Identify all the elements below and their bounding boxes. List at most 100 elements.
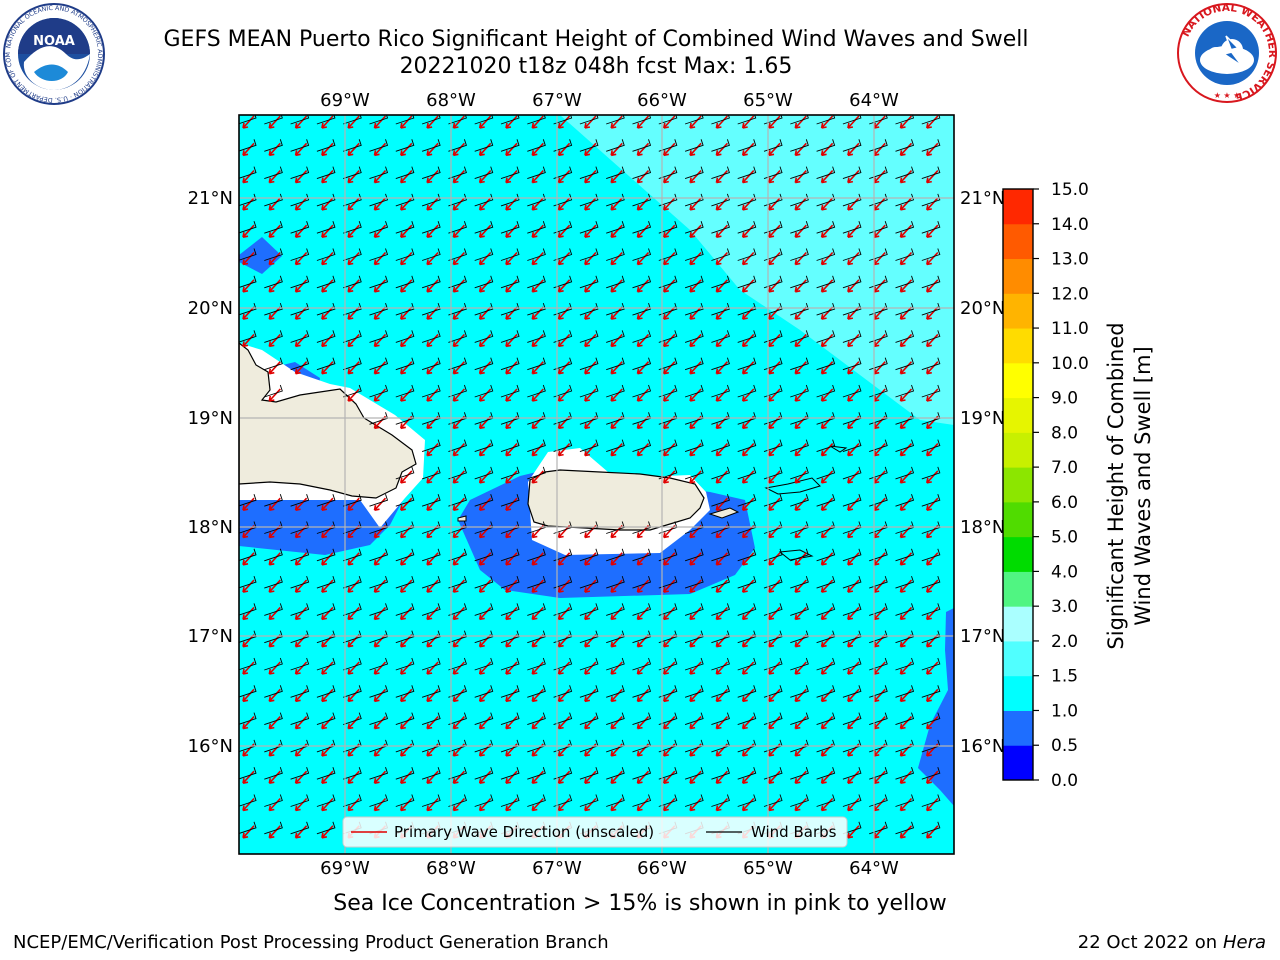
wind-barb bbox=[527, 439, 546, 453]
wave-direction-arrow bbox=[820, 770, 834, 784]
wind-barb bbox=[684, 603, 704, 616]
wave-direction-arrow bbox=[610, 251, 623, 266]
wave-direction-arrow bbox=[452, 661, 465, 675]
wind-barb bbox=[395, 302, 415, 316]
wind-barb bbox=[527, 248, 546, 261]
wind-barb bbox=[684, 248, 704, 261]
wave-direction-arrow bbox=[321, 716, 334, 730]
wave-direction-arrow bbox=[794, 170, 807, 184]
wave-direction-arrow bbox=[636, 279, 650, 293]
wave-direction-arrow bbox=[847, 797, 860, 812]
wave-direction-arrow bbox=[531, 279, 544, 293]
wave-direction-arrow bbox=[741, 470, 755, 484]
wave-direction-arrow bbox=[768, 470, 781, 484]
wind-barb bbox=[632, 302, 652, 316]
wind-barb bbox=[895, 221, 915, 234]
wind-barb bbox=[264, 603, 283, 616]
wave-direction-arrow bbox=[820, 224, 834, 238]
wave-direction-arrow bbox=[768, 279, 781, 293]
wind-barb bbox=[842, 630, 862, 644]
wind-barb bbox=[395, 575, 415, 589]
wind-barb bbox=[711, 548, 730, 562]
wind-barb bbox=[421, 248, 441, 261]
wind-barb bbox=[632, 115, 652, 125]
wave-direction-arrow bbox=[636, 142, 650, 157]
wave-direction-arrow bbox=[689, 279, 702, 293]
wave-direction-arrow bbox=[715, 688, 728, 703]
wave-direction-arrow bbox=[452, 716, 465, 730]
wind-barb bbox=[606, 712, 625, 726]
wind-barb bbox=[264, 115, 283, 125]
wind-barb bbox=[369, 603, 389, 616]
wave-direction-arrow bbox=[899, 634, 913, 648]
wave-direction-arrow bbox=[294, 251, 308, 266]
wind-barb bbox=[421, 275, 441, 289]
wind-barb bbox=[816, 115, 836, 125]
wind-barb bbox=[684, 712, 704, 726]
wave-direction-arrow bbox=[321, 224, 334, 238]
wind-barb bbox=[658, 330, 678, 343]
wave-direction-arrow bbox=[478, 251, 492, 266]
wave-direction-arrow bbox=[557, 306, 571, 320]
wind-barb bbox=[527, 115, 546, 125]
wind-barb bbox=[737, 166, 757, 180]
wave-direction-arrow bbox=[584, 797, 597, 812]
lat-label-left: 19°N bbox=[188, 408, 233, 429]
wind-barb bbox=[895, 166, 915, 180]
wave-direction-arrow bbox=[768, 579, 781, 593]
wave-direction-arrow bbox=[478, 688, 492, 703]
wind-barb bbox=[290, 115, 310, 125]
wave-direction-arrow bbox=[294, 716, 308, 730]
wind-barb bbox=[343, 330, 362, 343]
wind-barb bbox=[763, 657, 783, 671]
wind-barb bbox=[239, 166, 257, 179]
wind-barb bbox=[290, 685, 310, 698]
wave-direction-arrow bbox=[610, 333, 623, 348]
wave-direction-arrow bbox=[505, 361, 518, 375]
wave-direction-arrow bbox=[294, 170, 308, 184]
wind-barb bbox=[606, 115, 625, 125]
wave-direction-arrow bbox=[242, 688, 255, 703]
wave-direction-arrow bbox=[347, 224, 360, 238]
wave-direction-arrow bbox=[610, 661, 623, 675]
wave-direction-arrow bbox=[452, 797, 465, 812]
wave-direction-arrow bbox=[452, 443, 465, 457]
wave-direction-arrow bbox=[268, 716, 281, 730]
wind-barb bbox=[737, 221, 757, 234]
wind-barb bbox=[632, 767, 652, 780]
wind-barb bbox=[553, 630, 573, 644]
wind-barb bbox=[395, 494, 415, 507]
wave-direction-arrow bbox=[741, 579, 755, 593]
wave-direction-arrow bbox=[899, 497, 913, 511]
wave-direction-arrow bbox=[347, 634, 360, 648]
wind-barb bbox=[816, 384, 836, 398]
wave-direction-arrow bbox=[584, 388, 597, 402]
wave-direction-arrow bbox=[820, 634, 834, 648]
wind-barb bbox=[579, 630, 599, 644]
wind-barb bbox=[737, 302, 757, 316]
wind-barb bbox=[763, 466, 783, 480]
colorbar-segment bbox=[1003, 189, 1033, 225]
wave-direction-arrow bbox=[820, 470, 834, 484]
wind-barb bbox=[500, 466, 520, 480]
wind-barb bbox=[316, 166, 336, 180]
footer-date-text: 22 Oct 2022 on bbox=[1077, 932, 1223, 953]
wave-direction-arrow bbox=[505, 197, 518, 211]
wind-barb bbox=[316, 603, 336, 616]
wind-barb bbox=[711, 466, 730, 480]
wave-direction-arrow bbox=[557, 443, 571, 457]
wave-direction-arrow bbox=[584, 443, 597, 457]
wave-direction-arrow bbox=[636, 634, 650, 648]
wind-barb bbox=[343, 712, 362, 726]
wind-barb bbox=[316, 575, 336, 589]
wind-barb bbox=[842, 248, 862, 261]
colorbar-tick-label: 3.0 bbox=[1051, 597, 1078, 617]
wind-barb bbox=[842, 221, 862, 234]
wind-barb bbox=[316, 685, 336, 698]
wave-direction-arrow bbox=[478, 306, 492, 320]
wave-direction-arrow bbox=[926, 579, 939, 593]
wave-direction-arrow bbox=[557, 688, 571, 703]
wave-direction-arrow bbox=[689, 333, 702, 348]
wave-direction-arrow bbox=[715, 497, 728, 511]
wave-direction-arrow bbox=[557, 661, 571, 675]
